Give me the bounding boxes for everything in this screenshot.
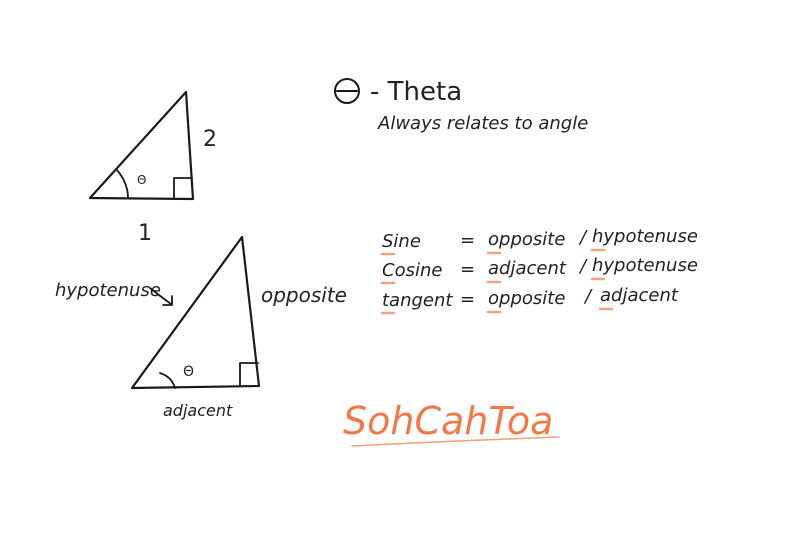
theta-symbol-circle <box>334 78 360 104</box>
tangent-slash: / <box>583 286 593 307</box>
cosine-label: Cosine <box>382 260 442 281</box>
mnemonic-underline <box>351 436 560 447</box>
tangent-equals: = <box>460 289 475 310</box>
tangent-numerator: opposite <box>488 288 565 309</box>
sine-formula: Sine = opposite / hypotenuse <box>380 226 698 256</box>
sine-label: Sine <box>382 231 421 252</box>
theta-label: - Theta <box>370 77 462 107</box>
small-triangle-side-label: 2 <box>203 127 217 152</box>
adjacent-label: adjacent <box>163 401 233 420</box>
hypotenuse-arrow <box>149 287 173 306</box>
small-triangle-angle-label: Θ <box>137 173 146 187</box>
sine-equals: = <box>460 230 475 251</box>
small-triangle-base-label: 1 <box>138 221 152 246</box>
cosine-slash: / <box>578 256 588 277</box>
mnemonic-text: SohCahToa <box>343 399 553 443</box>
tangent-formula: tangent = opposite / adjacent <box>380 285 679 315</box>
sine-slash: / <box>578 227 588 248</box>
cosine-equals: = <box>460 259 475 280</box>
large-right-angle-marker <box>239 362 259 387</box>
small-triangle-outline <box>88 90 195 201</box>
small-right-angle-marker <box>173 177 193 199</box>
large-triangle-angle-label: Θ <box>183 364 194 380</box>
theta-subtitle: Always relates to angle <box>377 113 588 134</box>
opposite-label: opposite <box>261 283 347 307</box>
large-angle-arc <box>159 372 176 389</box>
cosine-denominator: hypotenuse <box>592 255 698 276</box>
trig-formulas: Sine = opposite / hypotenuse Cosine = ad… <box>380 226 698 315</box>
cosine-formula: Cosine = adjacent / hypotenuse <box>380 255 698 285</box>
hypotenuse-label: hypotenuse <box>55 280 161 301</box>
sine-numerator: opposite <box>488 229 565 250</box>
theta-note: - Theta Always relates to angle <box>334 77 588 134</box>
large-triangle-outline <box>130 235 261 390</box>
sine-denominator: hypotenuse <box>592 226 698 247</box>
tangent-denominator: adjacent <box>600 285 679 306</box>
small-angle-arc <box>116 169 129 199</box>
large-triangle: Θ hypotenuse opposite adjacent <box>55 235 347 420</box>
tangent-label: tangent <box>382 290 453 311</box>
cosine-numerator: adjacent <box>488 258 567 279</box>
mnemonic: SohCahToa <box>343 399 560 447</box>
small-triangle: Θ 2 1 <box>88 90 217 246</box>
